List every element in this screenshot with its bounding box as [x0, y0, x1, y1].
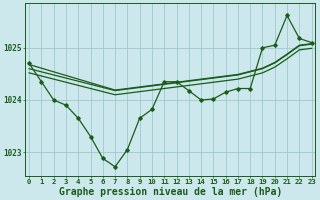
- X-axis label: Graphe pression niveau de la mer (hPa): Graphe pression niveau de la mer (hPa): [59, 186, 282, 197]
